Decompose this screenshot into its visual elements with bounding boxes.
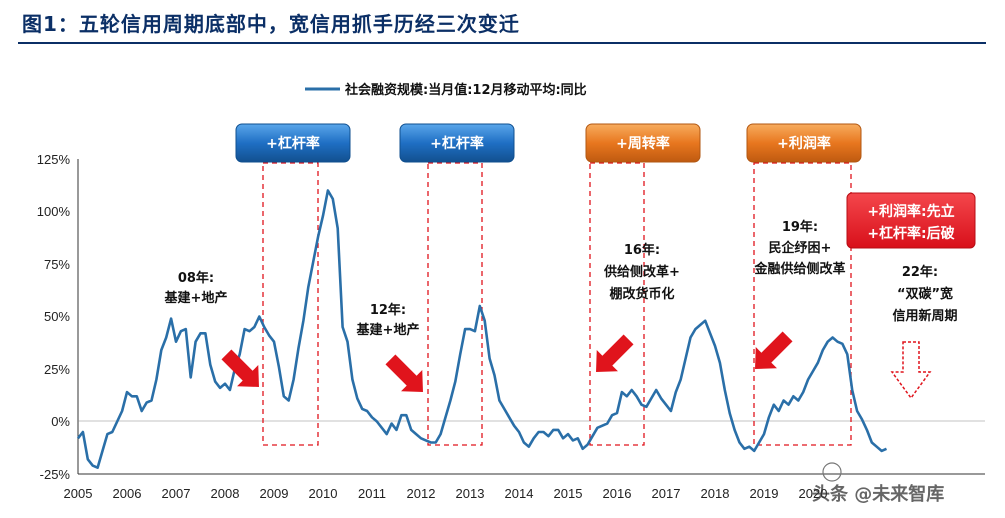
watermark-logo-icon	[822, 462, 842, 482]
annotation-line: 22年:	[902, 264, 938, 280]
x-tick-label: 2013	[456, 486, 485, 501]
y-tick-label: 50%	[44, 309, 70, 324]
badge-2016: +周转率	[585, 123, 701, 163]
annotation-line: 12年:	[370, 302, 406, 318]
badge-label-line: +杠杆率:后破	[867, 225, 954, 242]
annotation-line: 基建+地产	[356, 322, 420, 338]
x-tick-label: 2009	[260, 486, 289, 501]
x-tick-label: 2015	[554, 486, 583, 501]
highlight-box-2009	[262, 162, 319, 446]
x-tick-label: 2007	[162, 486, 191, 501]
badge-label: +杠杆率	[430, 135, 484, 152]
arrow-2016	[596, 334, 634, 372]
x-tick-label: 2011	[358, 486, 386, 501]
x-tick-label: 2016	[603, 486, 632, 501]
x-tick-label: 2012	[407, 486, 436, 501]
annotation-line: 供给侧改革+	[603, 264, 680, 280]
badge-label: +周转率	[616, 135, 670, 152]
y-tick-label: 100%	[37, 204, 71, 219]
y-tick-label: 0%	[51, 414, 70, 429]
badge-label: +杠杆率	[266, 135, 320, 152]
arrow-2009	[221, 349, 259, 387]
annotation-line: 19年:	[782, 219, 818, 235]
legend-label: 社会融资规模:当月值:12月移动平均:同比	[344, 82, 587, 98]
annotation-line: 信用新周期	[892, 308, 957, 324]
annotation-2022: 22年: “双碳”宽 信用新周期	[892, 264, 957, 324]
annotation-2008: 08年: 基建+地产	[164, 270, 228, 306]
title-divider	[18, 42, 986, 44]
x-tick-label: 2008	[211, 486, 240, 501]
x-tick-label: 2006	[113, 486, 142, 501]
x-tick-label: 2020	[799, 486, 828, 501]
annotation-line: 16年:	[624, 242, 660, 258]
annotation-2012: 12年: 基建+地产	[356, 302, 420, 338]
y-tick-label: 75%	[44, 257, 70, 272]
annotation-2019: 19年: 民企纾困+ 金融供给侧改革	[753, 219, 845, 277]
x-tick-label: 2010	[309, 486, 338, 501]
badge-label-multiline: +利润率:先立 +杠杆率:后破	[867, 203, 954, 242]
annotation-line: 08年:	[178, 270, 214, 286]
badge-2019: +利润率	[746, 123, 862, 163]
series-line	[76, 189, 888, 470]
x-tick-label: 2019	[750, 486, 779, 501]
annotation-line: 基建+地产	[164, 290, 228, 306]
annotation-line: 金融供给侧改革	[753, 261, 845, 277]
arrow-2022-dashed-down	[890, 341, 932, 400]
y-tick-label: 25%	[44, 362, 70, 377]
x-ticks: 2005 2006 2007 2008 2009 2010 2011 2012 …	[64, 486, 828, 501]
page-title: 图1：五轮信用周期底部中，宽信用抓手历经三次变迁	[22, 12, 520, 36]
badge-label-line: +利润率:先立	[867, 203, 954, 220]
badge-2022: +利润率:先立 +杠杆率:后破	[846, 192, 976, 249]
x-tick-label: 2014	[505, 486, 534, 501]
legend: 社会融资规模:当月值:12月移动平均:同比	[305, 82, 587, 98]
highlight-box-2019	[753, 162, 852, 446]
y-tick-label: -25%	[40, 467, 71, 482]
annotation-line: “双碳”宽	[897, 286, 953, 302]
annotation-line: 民企纾困+	[769, 240, 832, 256]
x-tick-label: 2018	[701, 486, 730, 501]
watermark-text: 头条 @未来智库	[812, 483, 944, 505]
badge-label: +利润率	[777, 135, 831, 152]
annotation-2016: 16年: 供给侧改革+ 棚改货币化	[603, 242, 680, 302]
highlight-boxes	[262, 162, 852, 446]
highlight-box-2016	[589, 162, 645, 446]
y-ticks: 125% 100% 75% 50% 25% 0% -25%	[37, 152, 71, 482]
arrow-2019	[755, 331, 793, 369]
badge-2009: +杠杆率	[235, 123, 351, 163]
annotation-line: 棚改货币化	[609, 286, 674, 302]
watermark: 头条 @未来智库	[812, 462, 944, 505]
arrow-2012	[385, 354, 423, 392]
y-tick-label: 125%	[37, 152, 71, 167]
x-tick-label: 2005	[64, 486, 93, 501]
badge-2012: +杠杆率	[399, 123, 515, 163]
x-tick-label: 2017	[652, 486, 681, 501]
highlight-box-2012	[427, 162, 483, 446]
